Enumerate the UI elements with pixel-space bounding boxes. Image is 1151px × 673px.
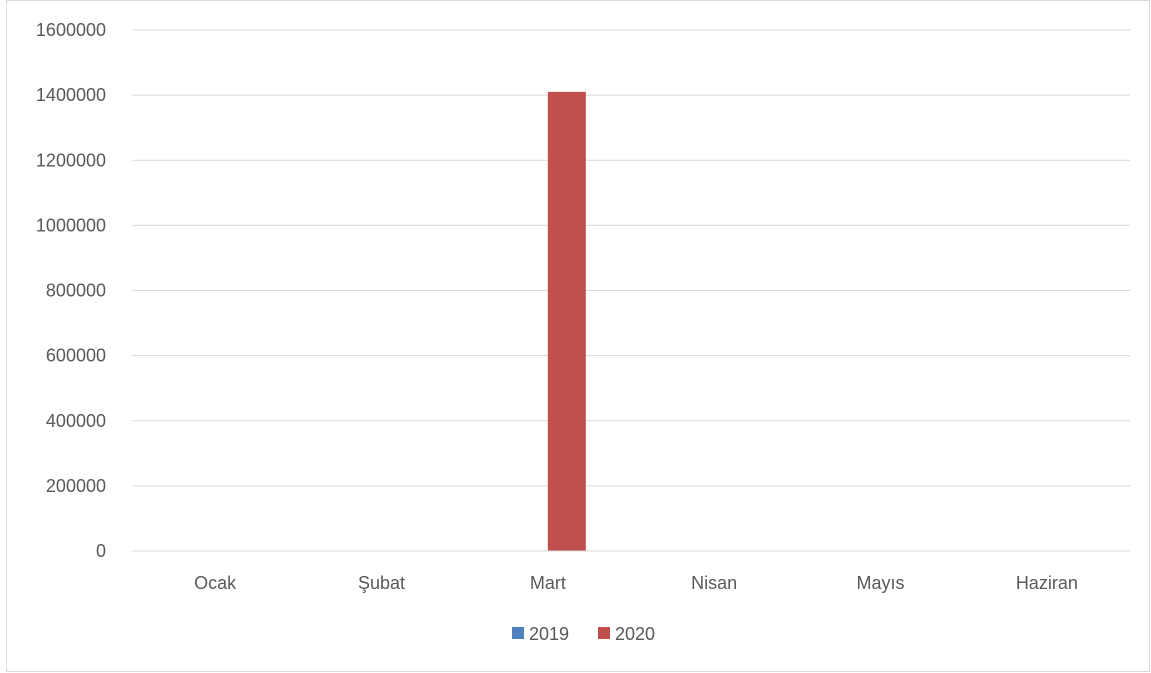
legend: 2019 2020 xyxy=(512,624,655,644)
legend-item-2020: 2020 xyxy=(598,624,655,644)
y-tick-label: 0 xyxy=(96,541,106,561)
y-tick-label: 800000 xyxy=(46,281,106,301)
x-tick-label: Şubat xyxy=(358,573,405,593)
bars xyxy=(547,91,586,552)
x-tick-label: Mayıs xyxy=(856,573,904,593)
x-tick-label: Nisan xyxy=(691,573,737,593)
gridlines xyxy=(132,29,1130,487)
legend-swatch xyxy=(512,627,524,639)
y-tick-label: 400000 xyxy=(46,411,106,431)
legend-label: 2020 xyxy=(615,624,655,644)
y-tick-label: 600000 xyxy=(46,346,106,366)
x-tick-label: Mart xyxy=(530,573,566,593)
y-tick-label: 1600000 xyxy=(36,20,106,40)
y-tick-label: 1000000 xyxy=(36,215,106,235)
x-tick-label: Haziran xyxy=(1016,573,1078,593)
bar-2020-Mart xyxy=(547,91,586,552)
y-tick-label: 1200000 xyxy=(36,150,106,170)
legend-label: 2019 xyxy=(529,624,569,644)
x-tick-label: Ocak xyxy=(194,573,237,593)
y-axis-tick-labels: 0 200000 400000 600000 800000 1000000 1200000 1… xyxy=(36,20,106,561)
legend-item-2019: 2019 xyxy=(512,624,569,644)
legend-swatch xyxy=(598,627,610,639)
y-tick-label: 1400000 xyxy=(36,85,106,105)
x-axis-tick-labels: Ocak Şubat Mart Nisan Mayıs Haziran xyxy=(194,573,1078,593)
y-tick-label: 200000 xyxy=(46,476,106,496)
